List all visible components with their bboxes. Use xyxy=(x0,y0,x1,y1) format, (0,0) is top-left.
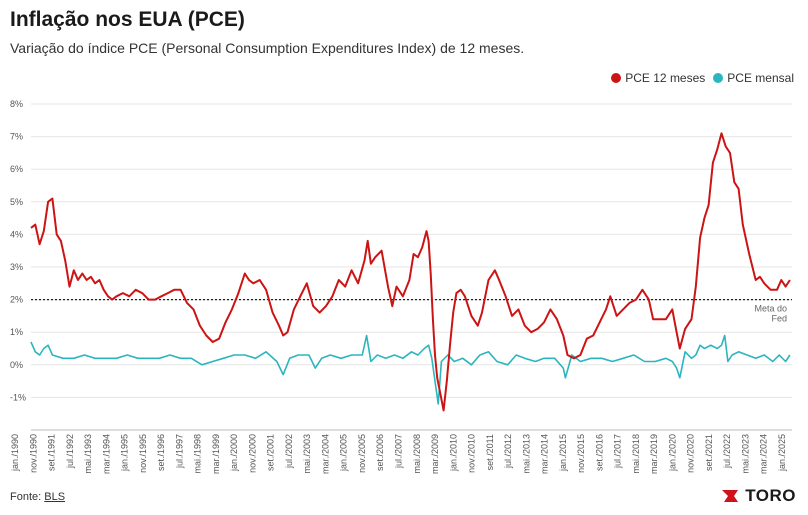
y-tick-label: -1% xyxy=(10,392,26,402)
x-tick-label: nov./2020 xyxy=(686,434,696,473)
x-tick-label: nov./1995 xyxy=(138,434,148,473)
x-tick-label: jul./2017 xyxy=(613,434,623,469)
x-tick-label: mai./2013 xyxy=(521,434,531,474)
x-tick-label: mar./1994 xyxy=(101,434,111,474)
toro-logo-icon xyxy=(722,490,739,502)
x-tick-label: nov./2015 xyxy=(576,434,586,473)
chart-title: Inflação nos EUA (PCE) xyxy=(10,8,245,31)
x-tick-label: mar./1999 xyxy=(211,434,221,474)
x-tick-label: mar./2019 xyxy=(649,434,659,474)
brand-logo: TORO xyxy=(720,486,796,506)
brand-name: TORO xyxy=(745,486,796,505)
x-tick-label: jan./1990 xyxy=(10,434,20,472)
x-tick-label: jan./2005 xyxy=(339,434,349,472)
x-tick-label: nov./2010 xyxy=(467,434,477,473)
x-tick-label: set./1996 xyxy=(156,434,166,471)
y-tick-label: 8% xyxy=(10,99,23,109)
chart-subtitle: Variação do índice PCE (Personal Consump… xyxy=(10,40,525,56)
fed-target-label: Fed xyxy=(771,314,787,324)
x-tick-label: mar./2009 xyxy=(430,434,440,474)
x-tick-label: nov./2000 xyxy=(247,434,257,473)
x-tick-label: jul./2007 xyxy=(394,434,404,469)
x-tick-label: nov./1990 xyxy=(28,434,38,473)
x-tick-label: set./2011 xyxy=(485,434,495,470)
y-tick-label: 6% xyxy=(10,164,23,174)
x-tick-label: set./1991 xyxy=(47,434,57,471)
y-tick-label: 7% xyxy=(10,132,23,142)
fed-target-label: Meta do xyxy=(754,304,787,314)
x-tick-label: mai./1998 xyxy=(193,434,203,474)
x-tick-label: jul./1997 xyxy=(174,434,184,469)
x-tick-label: nov./2005 xyxy=(357,434,367,473)
legend-swatch-pce-monthly xyxy=(713,73,724,83)
y-tick-label: 1% xyxy=(10,327,23,337)
legend-label-pce-12m: PCE 12 meses xyxy=(625,71,706,85)
legend-label-pce-monthly: PCE mensal xyxy=(727,71,794,85)
y-tick-label: 3% xyxy=(10,262,23,272)
x-tick-label: jul./2012 xyxy=(503,434,513,469)
legend-item-pce-12m[interactable]: PCE 12 meses xyxy=(611,71,705,85)
x-tick-label: set./2021 xyxy=(704,434,714,471)
x-tick-label: set./2001 xyxy=(266,434,276,471)
series-line-pce-12m xyxy=(30,132,791,412)
x-tick-label: jul./1992 xyxy=(65,434,75,469)
x-tick-label: jan./2015 xyxy=(558,434,568,472)
x-tick-label: jan./2025 xyxy=(777,434,787,472)
x-tick-label: mar./2014 xyxy=(540,434,550,474)
x-tick-label: jan./2020 xyxy=(667,434,677,472)
series-line-pce-monthly xyxy=(30,334,791,405)
x-tick-label: mai./2018 xyxy=(631,434,641,474)
legend-swatch-pce-12m xyxy=(611,73,622,83)
x-tick-label: mar./2024 xyxy=(759,434,769,474)
x-tick-label: set./2006 xyxy=(375,434,385,471)
x-tick-label: mai./1993 xyxy=(83,434,93,474)
y-tick-label: 2% xyxy=(10,295,23,305)
legend: PCE 12 meses PCE mensal xyxy=(611,71,794,85)
x-tick-label: set./2016 xyxy=(594,434,604,471)
x-tick-label: jan./2010 xyxy=(448,434,458,472)
x-tick-label: jan./1995 xyxy=(120,434,130,472)
x-tick-label: mai./2003 xyxy=(302,434,312,474)
y-tick-label: 5% xyxy=(10,197,23,207)
x-tick-label: mai./2023 xyxy=(740,434,750,474)
y-tick-label: 0% xyxy=(10,360,23,370)
x-tick-label: mar./2004 xyxy=(320,434,330,474)
x-tick-label: jan./2000 xyxy=(229,434,239,472)
y-tick-label: 4% xyxy=(10,229,23,239)
source-note: Fonte: BLS xyxy=(10,491,65,503)
legend-item-pce-monthly[interactable]: PCE mensal xyxy=(713,71,794,85)
x-tick-label: mai./2008 xyxy=(412,434,422,474)
x-tick-label: jul./2002 xyxy=(284,434,294,469)
source-label: Fonte: xyxy=(10,491,42,503)
source-link[interactable]: BLS xyxy=(44,491,66,503)
x-tick-label: jul./2022 xyxy=(722,434,732,469)
